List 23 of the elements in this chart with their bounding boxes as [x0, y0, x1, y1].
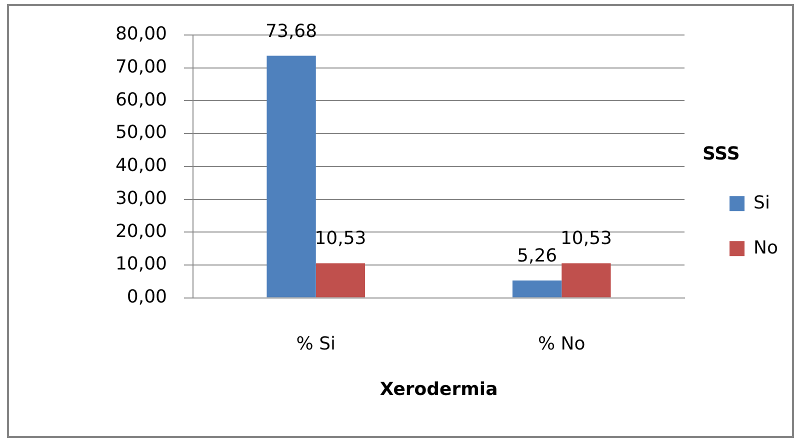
- y-tick-label: 70,00: [115, 56, 167, 78]
- y-tick-label: 10,00: [115, 254, 167, 275]
- y-tick-label: 80,00: [115, 24, 167, 45]
- x-tick-label: % No: [538, 333, 586, 354]
- data-label: 10,53: [314, 228, 366, 250]
- bar: [512, 280, 562, 298]
- y-tick-label: 30,00: [115, 188, 167, 209]
- data-label: 73,68: [266, 20, 318, 42]
- y-tick-label: 60,00: [115, 89, 167, 110]
- bar: [562, 263, 611, 298]
- y-tick-label: 0,00: [126, 286, 167, 308]
- data-label: 5,26: [517, 246, 558, 267]
- bar: [316, 263, 366, 298]
- x-axis-title: Xerodermia: [380, 378, 498, 400]
- y-tick-label: 50,00: [115, 122, 167, 144]
- y-tick-label: 20,00: [115, 220, 167, 242]
- legend-label: No: [754, 237, 778, 258]
- legend-title: SSS: [702, 144, 740, 165]
- y-tick-label: 40,00: [115, 155, 167, 176]
- data-label: 10,53: [560, 228, 612, 250]
- x-tick-label: % Si: [296, 333, 336, 354]
- legend-label: Si: [754, 192, 770, 214]
- bar: [266, 56, 316, 298]
